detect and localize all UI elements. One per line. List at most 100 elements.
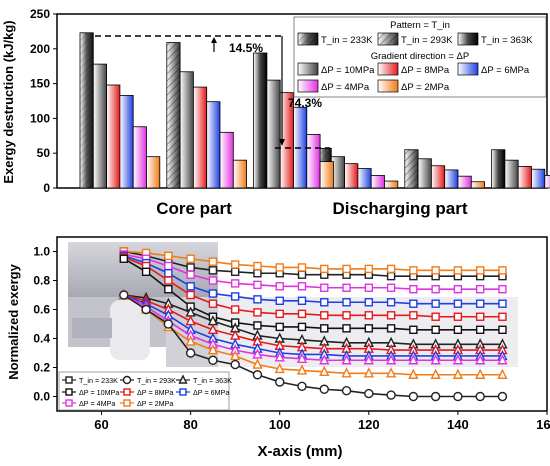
data-point-dP10 (164, 285, 173, 294)
annotation-14-5: 14.5% (229, 41, 263, 55)
data-point-dP8 (498, 312, 507, 321)
data-point-dP6 (275, 296, 284, 305)
data-point-dP8 (297, 309, 307, 319)
bar-dP2-core (319, 161, 334, 189)
annotation-74-3: 74.3% (288, 96, 322, 110)
bar-dP6-core (206, 101, 221, 189)
data-point-dP2 (253, 261, 262, 271)
data-point-dP2 (208, 257, 218, 266)
bar-dP2-discharging (470, 181, 485, 189)
line-legend-box (58, 371, 230, 411)
bar-dP4-core (219, 131, 234, 189)
legend-marker-T363 (178, 374, 188, 384)
data-point-dP4 (320, 283, 329, 292)
data-point-dP2 (409, 266, 418, 275)
data-point-dP2 (252, 358, 263, 369)
legend-item-T293: T_in = 293K (401, 35, 453, 46)
data-point-dP4 (430, 354, 441, 365)
data-point-dP8 (386, 311, 396, 320)
data-point-dP2 (385, 367, 397, 378)
data-point-dP4 (296, 352, 308, 363)
legend-item-T233: T_in = 233K (321, 35, 373, 46)
data-point-dP2 (274, 362, 285, 374)
data-point-dP8 (186, 290, 195, 300)
data-point-T293 (141, 304, 151, 315)
data-point-T293 (163, 319, 174, 329)
bar-dP4-core (132, 126, 147, 189)
line-x-tick-label: 160 (536, 417, 550, 432)
bar-legend-box (293, 16, 547, 98)
bar-chart-panel: 0 50 100 150 200 250 Exergy destruction (kJ/k… (1, 7, 550, 218)
data-point-dP2 (453, 266, 463, 275)
data-point-T233 (230, 267, 240, 276)
data-point-T293 (119, 290, 129, 300)
bar-T363-discharging (491, 149, 506, 189)
line-y-axis-label: Normalized exergy (6, 263, 21, 379)
line-y-tick-label: 0.0 (33, 390, 50, 404)
line-y-tick-label: 0.4 (33, 332, 50, 346)
data-point-T293 (230, 359, 240, 370)
legend-marker-T293 (122, 375, 132, 385)
data-point-dP2 (430, 368, 441, 379)
bar-series (79, 32, 550, 189)
data-point-T293 (408, 391, 419, 402)
data-point-dP2 (230, 349, 241, 361)
bar-hatch-overlay (80, 32, 94, 189)
data-point-dP4 (363, 354, 374, 365)
bar-dP8-discharging (430, 165, 446, 189)
data-point-dP4 (453, 285, 463, 294)
data-point-dP4 (208, 276, 218, 285)
line-y-axis-ticks: 0.0 0.2 0.4 0.6 0.8 1.0 (33, 245, 57, 404)
bar-dP8-discharging (344, 163, 359, 189)
series-line-dP8 (123, 294, 503, 351)
data-point-dP8 (320, 311, 329, 320)
bar-legend: Pattern = T_in T_in = 233K T_in = 293K T… (293, 16, 547, 98)
line-y-tick-label: 0.6 (33, 303, 50, 317)
legend-marker-dP10 (65, 388, 73, 396)
data-point-T293 (252, 370, 263, 380)
data-point-dP8 (453, 312, 463, 321)
legend-swatch-dP6 (457, 62, 479, 76)
legend-label-T233: T_in = 233K (79, 376, 118, 385)
data-point-dP2 (320, 264, 329, 274)
bar-dP6-discharging (531, 168, 546, 189)
data-point-dP4 (274, 351, 285, 362)
data-point-dP8 (230, 305, 240, 314)
data-point-dP10 (431, 325, 440, 334)
data-point-dP8 (275, 309, 284, 319)
data-point-dP8 (342, 311, 351, 320)
data-point-dP4 (319, 354, 330, 365)
legend-marker-dP6 (179, 388, 187, 396)
line-x-tick-label: 120 (358, 417, 380, 432)
data-point-dP10 (386, 324, 396, 333)
bar-dP8-core (192, 86, 208, 189)
legend-item-dP10: ΔP = 10MPa (321, 65, 375, 76)
data-point-dP6 (475, 299, 485, 308)
data-point-T293 (297, 381, 307, 392)
data-point-dP6 (386, 298, 396, 307)
line-legend: T_in = 233K T_in = 293K T_in = 363K ΔP = 10… (58, 371, 232, 411)
data-point-dP2 (186, 254, 195, 263)
legend-label-dP4: ΔP = 4MPa (79, 399, 115, 408)
legend-label-T293: T_in = 293K (137, 376, 176, 385)
data-point-dP10 (297, 322, 307, 332)
data-point-dP4 (452, 354, 464, 365)
data-point-dP2 (497, 368, 508, 379)
arrow-down-icon (279, 139, 285, 146)
data-point-dP2 (452, 368, 464, 379)
data-point-dP6 (364, 298, 374, 307)
data-point-dP2 (319, 365, 330, 377)
data-point-dP4 (297, 282, 307, 291)
legend-label-dP2: ΔP = 2MPa (137, 399, 173, 408)
bar-dP2-core (232, 159, 248, 189)
data-point-dP6 (230, 292, 240, 301)
bar-dP2-core (146, 156, 161, 189)
data-point-dP4 (408, 354, 419, 365)
data-point-dP6 (431, 299, 440, 308)
data-point-dP2 (207, 344, 219, 355)
legend-swatch-dP2 (377, 79, 399, 93)
legend-swatch-T363 (457, 32, 479, 46)
legend-label-dP6: ΔP = 6MPa (193, 388, 229, 397)
data-point-dP2 (363, 367, 374, 378)
legend-item-dP2: ΔP = 2MPa (401, 82, 450, 93)
